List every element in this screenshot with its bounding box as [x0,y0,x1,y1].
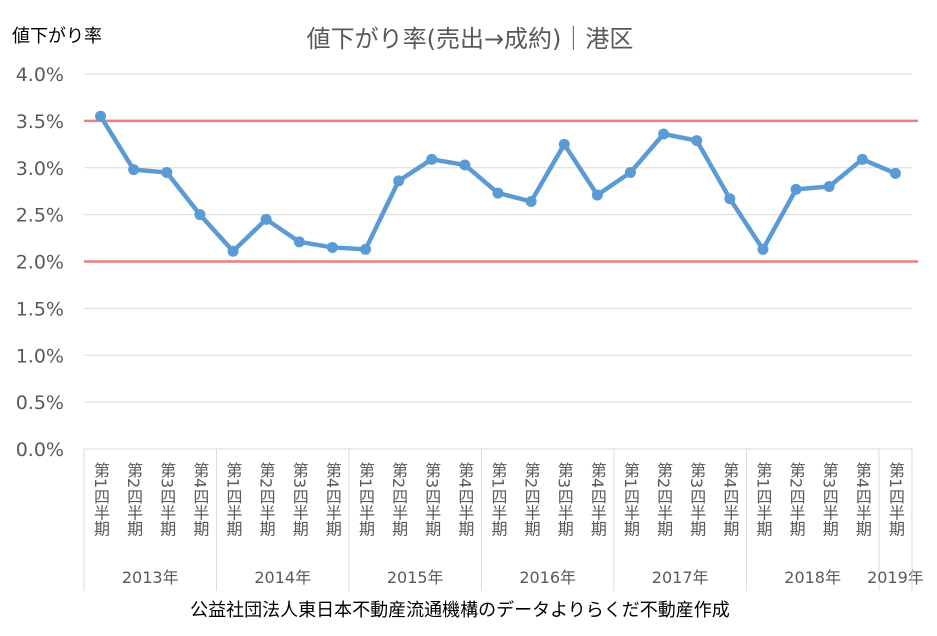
data-point [889,167,901,179]
data-point [161,166,173,178]
data-point [624,166,636,178]
y-tick-label: 1.0% [16,345,64,367]
x-tick-label: 第4四半期 [588,462,607,537]
data-point [260,213,272,225]
x-tick-label: 第3四半期 [687,462,706,537]
data-point [658,128,670,140]
data-point [558,138,570,150]
x-tick-label: 第3四半期 [157,462,176,537]
data-point [360,243,372,255]
data-point [426,153,438,165]
x-tick-label: 第3四半期 [422,462,441,537]
y-tick-label: 4.0% [16,64,64,86]
year-label: 2017年 [652,568,709,587]
x-tick-label: 第1四半期 [886,462,905,537]
x-tick-label: 第2四半期 [257,462,276,537]
data-point [95,110,107,122]
x-tick-label: 第1四半期 [91,462,110,537]
x-tick-label: 第4四半期 [190,462,209,537]
y-tick-label: 0.0% [16,439,64,461]
x-tick-label: 第2四半期 [124,462,143,537]
y-axis-ticks: 0.0% 0.5% 1.0% 1.5% 2.0% 2.5% 3.0% 3.5% 4.0% [16,64,64,461]
x-tick-label: 第3四半期 [820,462,839,537]
series-line [98,115,897,254]
x-tick-label: 第1四半期 [356,462,375,537]
x-tick-label: 第4四半期 [323,462,342,537]
x-tick-label: 第3四半期 [290,462,309,537]
x-tick-label: 第1四半期 [621,462,640,537]
x-tick-label: 第4四半期 [720,462,739,537]
x-tick-label: 第4四半期 [455,462,474,537]
data-point [823,181,835,192]
x-axis: 第1四半期 第2四半期 第3四半期 第4四半期 第1四半期 第2四半期 第3四半期 第4四半期… [83,448,924,591]
x-tick-label: 第2四半期 [522,462,541,537]
data-point [724,193,736,205]
x-tick-label: 第3四半期 [555,462,574,537]
year-label: 2015年 [387,568,444,587]
data-point [591,189,603,201]
series-layer [95,110,901,257]
x-tick-label: 第2四半期 [389,462,408,537]
data-point [492,187,504,199]
x-tick-label: 第1四半期 [489,462,508,537]
y-tick-label: 1.5% [16,298,64,320]
data-point [790,183,802,195]
data-point [128,164,140,176]
data-point [691,135,703,147]
x-tick-label: 第1四半期 [753,462,772,537]
year-label: 2019年 [867,568,924,587]
data-point [293,236,305,248]
data-point [525,196,537,207]
y-axis-label: 値下がり率 [12,26,102,47]
year-label: 2016年 [519,568,576,587]
x-tick-label: 第4四半期 [853,462,872,537]
data-point [856,153,868,165]
year-label: 2013年 [122,568,179,587]
y-tick-label: 3.5% [16,111,64,133]
data-point [194,209,206,221]
chart-title: 値下がり率(売出→成約)｜港区 [307,25,634,53]
x-tick-label: 第2四半期 [654,462,673,537]
x-tick-label: 第2四半期 [787,462,806,537]
data-point [326,241,338,253]
source-note: 公益社団法人東日本不動産流通機構のデータよりらくだ不動産作成 [190,600,730,621]
year-label: 2014年 [254,568,311,587]
x-tick-label: 第1四半期 [224,462,243,537]
data-point [459,159,471,171]
data-point [393,175,405,187]
y-tick-label: 2.5% [16,205,64,227]
data-point [227,245,239,257]
reference-lines [84,119,918,263]
year-label: 2018年 [784,568,841,587]
data-point [757,243,769,255]
y-tick-label: 3.0% [16,158,64,180]
y-tick-label: 0.5% [16,392,64,414]
y-tick-label: 2.0% [16,252,64,274]
